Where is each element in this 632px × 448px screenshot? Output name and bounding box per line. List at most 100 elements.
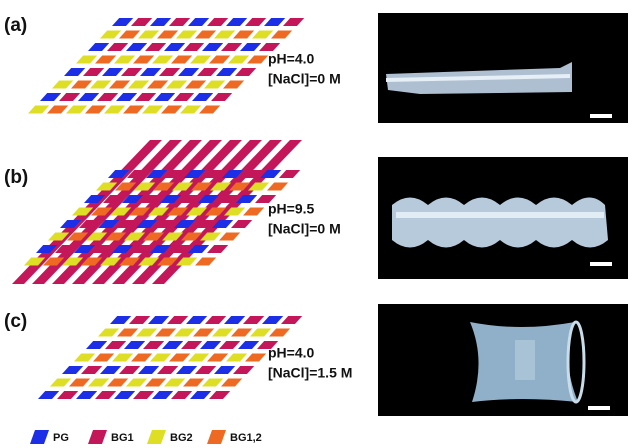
legend-label: BG1,2 <box>230 432 262 444</box>
tile <box>121 68 142 76</box>
legend-label: BG2 <box>170 432 193 444</box>
tile <box>226 354 247 362</box>
photo <box>378 13 628 123</box>
tile <box>47 106 68 114</box>
tile <box>204 81 225 89</box>
tile <box>171 56 192 64</box>
tile <box>162 341 183 349</box>
condition: [NaCl]=1.5 M <box>268 365 352 381</box>
tile <box>243 316 264 324</box>
tile <box>178 68 199 76</box>
tile <box>207 18 228 26</box>
tile <box>209 56 230 64</box>
tile <box>38 391 59 399</box>
tile <box>133 56 154 64</box>
tile <box>110 316 131 324</box>
tile <box>129 316 150 324</box>
tile <box>109 81 130 89</box>
tile <box>159 68 180 76</box>
tile <box>126 379 147 387</box>
tile <box>142 106 163 114</box>
tile <box>136 329 157 337</box>
photo <box>378 304 628 416</box>
tile <box>214 366 235 374</box>
tile <box>83 68 104 76</box>
tile <box>64 68 85 76</box>
tile <box>193 329 214 337</box>
tile <box>107 379 128 387</box>
tile <box>117 329 138 337</box>
tile <box>128 81 149 89</box>
tile <box>102 68 123 76</box>
tile <box>233 31 254 39</box>
legend-swatch <box>207 430 226 444</box>
tile <box>180 106 201 114</box>
tile <box>205 316 226 324</box>
condition: pH=4.0 <box>268 345 315 361</box>
tile <box>161 106 182 114</box>
condition: [NaCl]=0 M <box>268 71 341 87</box>
tile <box>107 43 128 51</box>
tile <box>223 81 244 89</box>
tile <box>219 233 240 241</box>
tile <box>186 316 207 324</box>
tile <box>90 81 111 89</box>
tile <box>88 379 109 387</box>
tile <box>93 354 114 362</box>
tile <box>148 316 169 324</box>
tile <box>145 379 166 387</box>
legend: PG BG1 BG2 BG1,2 <box>30 430 262 444</box>
legend-label: BG1 <box>111 432 134 444</box>
tile <box>211 93 232 101</box>
tile <box>231 329 252 337</box>
tile <box>207 245 228 253</box>
tile <box>167 316 188 324</box>
tile <box>114 56 135 64</box>
tile <box>57 391 78 399</box>
tile <box>192 93 213 101</box>
tile <box>228 56 249 64</box>
tile <box>176 366 197 374</box>
tile <box>221 43 242 51</box>
tile <box>81 366 102 374</box>
tile <box>147 81 168 89</box>
tile <box>169 18 190 26</box>
tile <box>183 379 204 387</box>
tile <box>166 81 187 89</box>
tile <box>138 366 159 374</box>
condition: pH=4.0 <box>268 51 315 67</box>
tile <box>169 354 190 362</box>
legend-label: PG <box>53 432 69 444</box>
condition: [NaCl]=0 M <box>268 221 341 237</box>
tile <box>231 220 252 228</box>
tile <box>188 18 209 26</box>
tile <box>154 93 175 101</box>
panel-label: (c) <box>4 311 27 332</box>
tile <box>100 31 121 39</box>
tile <box>264 18 285 26</box>
tile <box>226 18 247 26</box>
tile <box>245 18 266 26</box>
legend-swatch <box>147 430 166 444</box>
tile <box>164 379 185 387</box>
photo <box>378 157 628 279</box>
tile <box>200 341 221 349</box>
tile <box>155 329 176 337</box>
tile <box>238 341 259 349</box>
tile-grids <box>12 18 304 399</box>
tile <box>40 93 61 101</box>
tile <box>243 208 264 216</box>
tile <box>104 106 125 114</box>
tile <box>126 43 147 51</box>
panel-label: (a) <box>4 15 27 36</box>
tile <box>271 31 292 39</box>
tile <box>195 366 216 374</box>
tile <box>233 366 254 374</box>
tile <box>119 366 140 374</box>
tile <box>59 93 80 101</box>
legend-swatch <box>30 430 49 444</box>
tile <box>164 43 185 51</box>
tile <box>216 68 237 76</box>
tile <box>190 391 211 399</box>
tile <box>197 68 218 76</box>
